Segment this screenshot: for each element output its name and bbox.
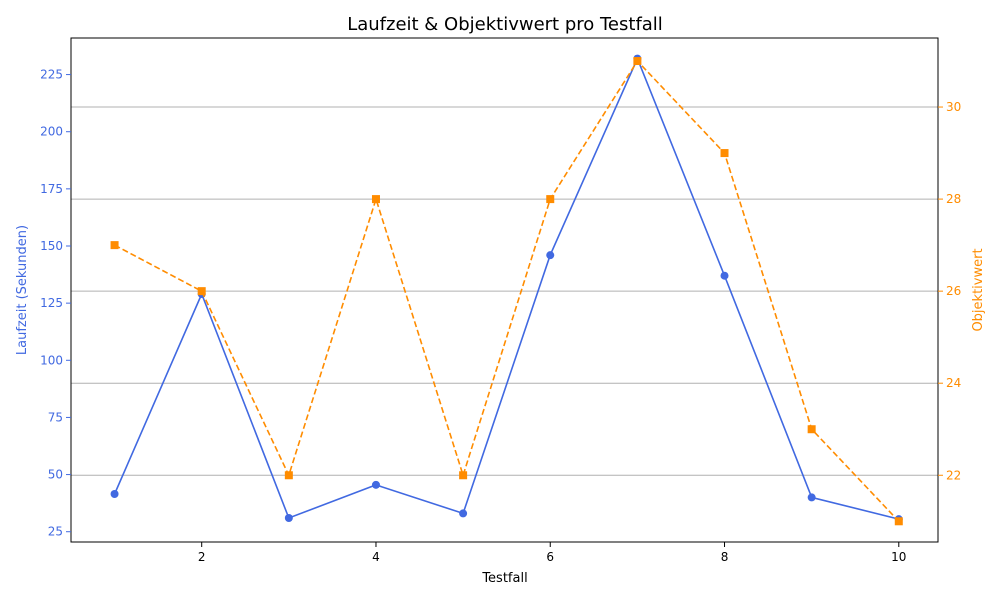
objective-point bbox=[459, 471, 468, 480]
plot-frame bbox=[70, 37, 939, 543]
x-tick-label: 6 bbox=[546, 550, 554, 564]
objective-point bbox=[110, 241, 119, 250]
objective-point bbox=[894, 517, 903, 526]
runtime-point bbox=[110, 490, 119, 498]
y-left-tick-label: 75 bbox=[48, 410, 63, 424]
series-layer bbox=[110, 54, 903, 526]
y-right-tick-label: 22 bbox=[946, 468, 961, 482]
y-left-tick-label: 25 bbox=[48, 525, 63, 539]
y-left-tick-label: 225 bbox=[40, 68, 63, 82]
x-tick-label: 8 bbox=[721, 550, 729, 564]
objective-point bbox=[197, 287, 206, 296]
y-left-tick-label: 125 bbox=[40, 296, 63, 310]
objective-point bbox=[633, 57, 642, 66]
runtime-point bbox=[720, 271, 729, 280]
objective-point bbox=[371, 195, 380, 204]
y-left-tick-label: 100 bbox=[40, 353, 63, 367]
objective-point bbox=[720, 149, 729, 158]
x-tick-label: 2 bbox=[198, 550, 206, 564]
y-right-tick-label: 28 bbox=[946, 192, 961, 206]
objective-point bbox=[546, 195, 555, 204]
grid-lines bbox=[71, 106, 938, 476]
runtime-point bbox=[371, 480, 380, 489]
runtime-point bbox=[807, 493, 816, 502]
y-axis-label-right: Objektivwert bbox=[971, 248, 986, 331]
x-tick-label: 4 bbox=[372, 550, 380, 564]
runtime-point bbox=[459, 509, 468, 518]
x-tick-label: 10 bbox=[891, 550, 906, 564]
runtime-point bbox=[284, 514, 293, 522]
y-left-tick-label: 150 bbox=[40, 239, 63, 253]
chart-title: Laufzeit & Objektivwert pro Testfall bbox=[347, 14, 663, 35]
y-left-tick-label: 200 bbox=[40, 125, 63, 139]
y-left-tick-label: 175 bbox=[40, 182, 63, 196]
objective-point bbox=[284, 471, 293, 480]
runtime-series-line bbox=[113, 56, 899, 520]
objective-point bbox=[807, 425, 816, 434]
runtime-point bbox=[546, 251, 555, 260]
y-right-tick-label: 26 bbox=[946, 284, 961, 298]
y-right-tick-label: 30 bbox=[946, 100, 961, 114]
x-axis-label: Testfall bbox=[481, 571, 527, 586]
y-right-tick-label: 24 bbox=[946, 376, 961, 390]
objective-series-line bbox=[114, 59, 900, 522]
y-axis-label-left: Laufzeit (Sekunden) bbox=[15, 225, 30, 355]
y-left-tick-label: 50 bbox=[48, 468, 63, 482]
